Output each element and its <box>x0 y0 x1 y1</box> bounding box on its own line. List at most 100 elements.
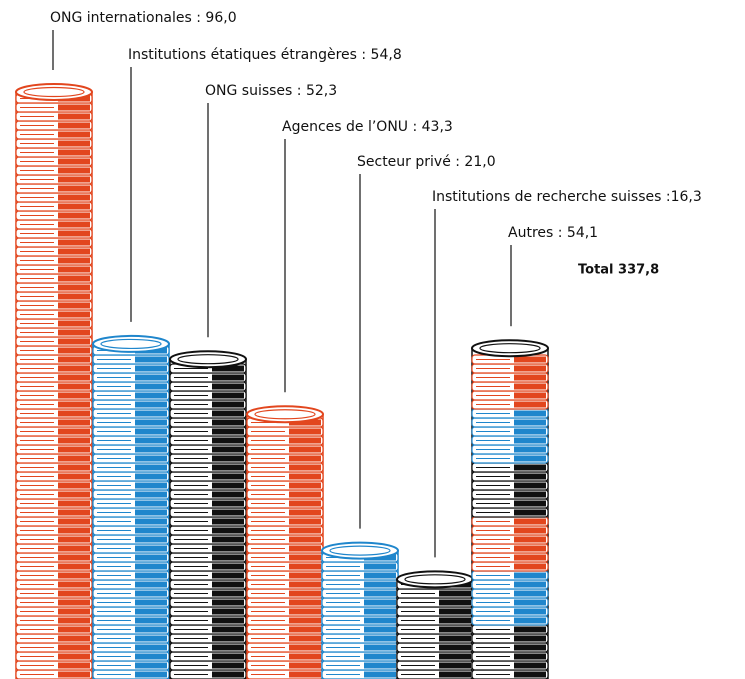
coin <box>212 491 244 498</box>
coin-stack <box>321 541 399 679</box>
coin <box>514 473 546 480</box>
coin <box>289 653 321 660</box>
coin <box>58 212 90 219</box>
coin <box>289 527 321 534</box>
coin <box>58 482 90 489</box>
coin <box>289 590 321 597</box>
coin <box>212 671 244 678</box>
coin <box>135 491 167 498</box>
coin <box>58 590 90 597</box>
coin <box>135 500 167 507</box>
coin <box>58 473 90 480</box>
coin <box>514 536 546 543</box>
coin <box>135 545 167 552</box>
coin <box>212 581 244 588</box>
coin <box>58 149 90 156</box>
coin <box>58 257 90 264</box>
coin <box>135 653 167 660</box>
coin <box>364 635 396 642</box>
coin <box>514 545 546 552</box>
coin-top-inner <box>254 409 316 420</box>
coin <box>439 617 471 624</box>
coin <box>212 590 244 597</box>
coin <box>135 536 167 543</box>
coin <box>212 545 244 552</box>
coin <box>58 122 90 129</box>
coin-top-inner <box>404 574 466 585</box>
coin <box>135 392 167 399</box>
coin <box>58 203 90 210</box>
coin <box>58 383 90 390</box>
coin <box>58 653 90 660</box>
coin <box>289 617 321 624</box>
coin <box>514 428 546 435</box>
category-label: ONG internationales : 96,0 <box>50 10 237 26</box>
coin <box>364 581 396 588</box>
coin <box>58 662 90 669</box>
coin <box>364 626 396 633</box>
coin <box>289 509 321 516</box>
coin <box>212 608 244 615</box>
coin <box>212 455 244 462</box>
coin <box>364 617 396 624</box>
coin <box>212 392 244 399</box>
coin <box>58 536 90 543</box>
coin <box>135 581 167 588</box>
coin <box>58 320 90 327</box>
coin <box>289 572 321 579</box>
coin <box>58 527 90 534</box>
coin <box>212 617 244 624</box>
coin <box>135 554 167 561</box>
coin <box>58 554 90 561</box>
coin <box>364 644 396 651</box>
coin <box>289 599 321 606</box>
coin <box>58 635 90 642</box>
coin <box>514 410 546 417</box>
coin <box>58 626 90 633</box>
coin <box>135 455 167 462</box>
coin <box>135 428 167 435</box>
coin <box>289 608 321 615</box>
coin <box>439 626 471 633</box>
coin <box>212 419 244 426</box>
coin <box>135 419 167 426</box>
coin <box>439 608 471 615</box>
coin <box>135 617 167 624</box>
coin <box>514 662 546 669</box>
coin <box>58 194 90 201</box>
coin <box>514 653 546 660</box>
coin <box>58 131 90 138</box>
coin <box>135 644 167 651</box>
coin <box>439 590 471 597</box>
coin <box>212 653 244 660</box>
coin-top-inner <box>177 354 239 365</box>
coin <box>514 437 546 444</box>
coin-top-inner <box>100 338 162 350</box>
coin <box>135 635 167 642</box>
coin-stack <box>246 405 324 679</box>
coin <box>212 365 244 372</box>
coin <box>58 410 90 417</box>
coin <box>289 536 321 543</box>
coin <box>58 671 90 678</box>
coin <box>289 437 321 444</box>
coin <box>135 365 167 372</box>
coin <box>289 563 321 570</box>
coin <box>58 599 90 606</box>
coin-stack <box>15 83 93 679</box>
coin <box>58 455 90 462</box>
coin <box>212 446 244 453</box>
coin <box>212 437 244 444</box>
coin <box>514 527 546 534</box>
coin <box>514 563 546 570</box>
coin <box>58 464 90 471</box>
coin <box>364 671 396 678</box>
coin <box>58 311 90 318</box>
coin <box>58 104 90 111</box>
coin <box>58 374 90 381</box>
coin <box>135 473 167 480</box>
coin <box>212 500 244 507</box>
coin <box>58 509 90 516</box>
coin-top <box>246 405 324 424</box>
coin <box>289 419 321 426</box>
